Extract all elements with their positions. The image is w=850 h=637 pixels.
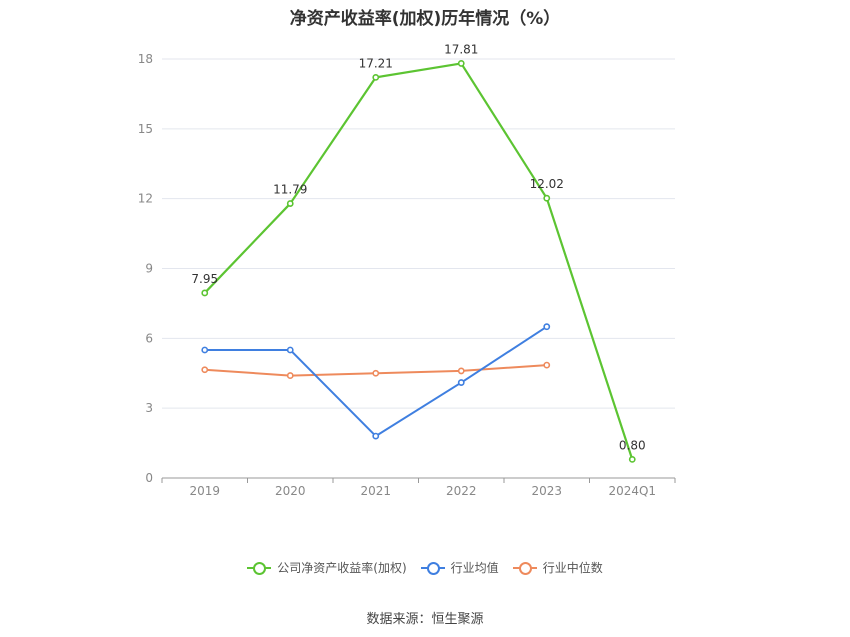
x-tick-label: 2019 — [189, 484, 220, 498]
x-tick-label: 2022 — [446, 484, 477, 498]
data-point — [543, 361, 551, 369]
legend-marker-icon — [512, 561, 537, 575]
data-point — [286, 372, 294, 379]
data-point — [543, 194, 551, 202]
series-layer — [201, 60, 636, 463]
data-point — [372, 369, 380, 377]
y-tick-label: 9 — [145, 262, 153, 276]
y-tick-label: 15 — [138, 122, 153, 136]
legend-marker-icon — [247, 561, 272, 575]
legend-label: 行业均值 — [450, 561, 499, 575]
legend-label: 行业中位数 — [542, 561, 603, 575]
x-tick-label: 2020 — [275, 484, 306, 498]
data-point — [628, 455, 636, 463]
data-point — [201, 346, 209, 354]
legend-item[interactable]: 行业均值 — [420, 559, 499, 576]
legend: 公司净资产收益率(加权) 行业均值 行业中位数 — [0, 559, 850, 576]
legend-dot — [426, 561, 440, 575]
data-point — [457, 367, 465, 375]
y-axis-ticks: 0 3 6 9 12 15 18 — [138, 52, 153, 485]
data-point — [201, 289, 209, 297]
data-label: 7.95 — [191, 272, 218, 286]
data-label: 12.02 — [530, 177, 564, 191]
y-tick-label: 12 — [138, 192, 153, 206]
legend-dot — [253, 561, 267, 575]
legend-item[interactable]: 公司净资产收益率(加权) — [247, 559, 407, 576]
data-point — [543, 323, 551, 331]
data-point — [372, 432, 380, 440]
y-tick-label: 3 — [145, 401, 153, 415]
legend-label: 公司净资产收益率(加权) — [277, 561, 407, 575]
x-axis: 2019 2020 2021 2022 2023 2024Q1 — [161, 477, 676, 498]
data-label: 0.80 — [619, 438, 646, 452]
series-line-0 — [203, 62, 634, 460]
legend-marker-icon — [420, 561, 445, 575]
data-labels: 7.95 11.79 17.21 17.81 12.02 0.80 — [191, 42, 645, 452]
data-label: 11.79 — [273, 183, 307, 197]
y-tick-label: 6 — [145, 331, 153, 345]
data-point — [286, 200, 294, 207]
data-label: 17.21 — [359, 56, 393, 70]
data-point — [286, 346, 294, 354]
y-tick-label: 18 — [138, 52, 153, 66]
series-line-1 — [204, 325, 548, 438]
data-point — [457, 379, 465, 386]
data-point — [372, 73, 380, 81]
data-label: 17.81 — [444, 42, 478, 56]
chart-title: 净资产收益率(加权)历年情况（%） — [289, 9, 561, 29]
data-point — [457, 60, 465, 67]
legend-dot — [518, 561, 532, 575]
legend-item[interactable]: 行业中位数 — [512, 559, 603, 576]
x-tick-label: 2023 — [531, 484, 562, 498]
source-note: 数据来源：恒生聚源 — [366, 612, 484, 627]
data-point — [201, 366, 209, 374]
y-tick-label: 0 — [145, 471, 153, 485]
x-tick-label: 2024Q1 — [608, 484, 656, 498]
x-tick-label: 2021 — [360, 484, 391, 498]
